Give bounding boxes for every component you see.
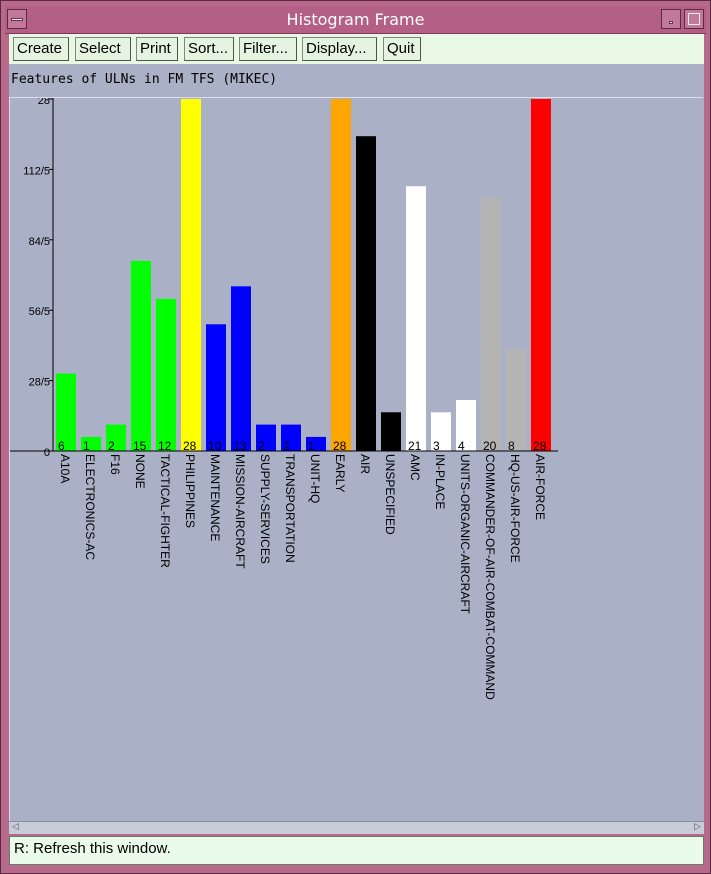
y-tick-label: 84/5 [29, 236, 50, 248]
category-label: AIR [358, 454, 372, 474]
bar-value-label: 1 [83, 439, 90, 453]
category-label: ELECTRONICS-AC [83, 454, 97, 560]
category-label: UNSPECIFIED [383, 454, 397, 535]
bar-unit-hq [306, 436, 326, 451]
y-tick-label: 28/5 [29, 377, 50, 389]
category-label: HQ-US-AIR-FORCE [508, 454, 522, 563]
bar-value-label: 4 [458, 439, 465, 453]
category-label: F16 [108, 454, 122, 475]
category-label: AIR-FORCE [533, 454, 547, 520]
category-label: TRANSPORTATION [283, 454, 297, 563]
minimize-icon [669, 21, 673, 24]
bar-maintenance [206, 324, 226, 451]
category-label: NONE [133, 454, 147, 489]
maximize-icon [688, 13, 700, 25]
bar-value-label: 6 [58, 439, 65, 453]
bar-value-label: 20 [483, 439, 497, 453]
bar-electronics-ac [81, 436, 101, 451]
category-label: EARLY [333, 454, 347, 492]
bar-early [331, 99, 351, 451]
category-label: PHILIPPINES [183, 454, 197, 528]
category-label: UNIT-HQ [308, 454, 322, 503]
bar-value-label: 2 [108, 439, 115, 453]
category-label: IN-PLACE [433, 454, 447, 509]
bar-value-label: 10 [208, 439, 222, 453]
title-bar[interactable]: Histogram Frame [5, 6, 706, 34]
bar-value-label: 28 [333, 439, 347, 453]
bar-value-label: 1 [308, 439, 315, 453]
sort-button[interactable]: Sort... [184, 37, 234, 61]
bar-value-label: 8 [508, 439, 515, 453]
bar-value-label: 12 [158, 439, 172, 453]
category-label: A10A [58, 454, 72, 483]
bar-tactical-fighter [156, 298, 176, 451]
bar-in-place [431, 412, 451, 451]
select-button[interactable]: Select [75, 37, 131, 61]
y-tick-label: 112/5 [23, 165, 50, 177]
bar-value-label: 13 [233, 439, 247, 453]
category-label: SUPPLY-SERVICES [258, 454, 272, 564]
category-label: AMC [408, 454, 422, 481]
print-button[interactable]: Print [136, 37, 178, 61]
bar-unspecified [381, 412, 401, 451]
bar-units-organic-aircraft [456, 399, 476, 451]
menu-icon [11, 18, 23, 21]
bar-value-label: 21 [408, 439, 422, 453]
bar-transportation [281, 424, 301, 451]
scroll-left-icon[interactable]: ◁ [12, 822, 19, 832]
chart-title: Features of ULNs in FM TFS (MIKEC) [11, 72, 278, 87]
bar-air-force [531, 99, 551, 451]
toolbar: Create Select Print Sort... Filter... Di… [9, 34, 704, 64]
y-tick-label: 56/5 [29, 306, 50, 318]
bar-philippines [181, 99, 201, 451]
category-label: COMMANDER-OF-AIR-COMBAT-COMMAND [483, 454, 497, 700]
category-label: MISSION-AIRCRAFT [233, 454, 247, 569]
filter-button[interactable]: Filter... [239, 37, 297, 61]
chart-area: Features of ULNs in FM TFS (MIKEC) 0 28/5… [9, 64, 704, 834]
bar-value-label: 3 [433, 439, 440, 453]
horizontal-scrollbar[interactable]: ◁ ▷ [9, 821, 704, 834]
bar-a10a [56, 373, 76, 451]
bar-mission-aircraft [231, 286, 251, 451]
bar-value-label: 15 [133, 439, 147, 453]
create-button[interactable]: Create [13, 37, 69, 61]
status-bar: R: Refresh this window. [9, 836, 704, 865]
window-title: Histogram Frame [286, 10, 425, 29]
y-tick-label: 28 [38, 98, 50, 107]
bar-none [131, 260, 151, 451]
bar-value-label: 2 [283, 439, 290, 453]
quit-button[interactable]: Quit [383, 37, 421, 61]
display-button[interactable]: Display... [302, 37, 377, 61]
bar-air [356, 136, 376, 451]
category-label: UNITS-ORGANIC-AIRCRAFT [458, 454, 472, 615]
category-label: MAINTENANCE [208, 454, 222, 541]
maximize-button[interactable] [684, 9, 704, 29]
plot-panel: 0 28/5 56/5 84/5 112/5 28 6 1 2 15 12 28 10 13 2 2 1 28 21… [9, 95, 703, 824]
category-label: TACTICAL-FIGHTER [158, 454, 172, 568]
status-text: R: Refresh this window. [14, 840, 171, 857]
y-tick-label: 0 [44, 447, 50, 459]
bar-amc [406, 186, 426, 451]
bar-value-label: 2 [258, 439, 265, 453]
bar-value-label: 28 [533, 439, 547, 453]
bar-commander-of-air-combat-command [481, 197, 501, 451]
minimize-button[interactable] [661, 9, 681, 29]
scroll-right-icon[interactable]: ▷ [694, 822, 701, 832]
bar-f16 [106, 424, 126, 451]
bar-hq-us-air-force [506, 349, 526, 451]
bar-value-label: 28 [183, 439, 197, 453]
bar-supply-services [256, 424, 276, 451]
window-menu-button[interactable] [7, 9, 27, 29]
